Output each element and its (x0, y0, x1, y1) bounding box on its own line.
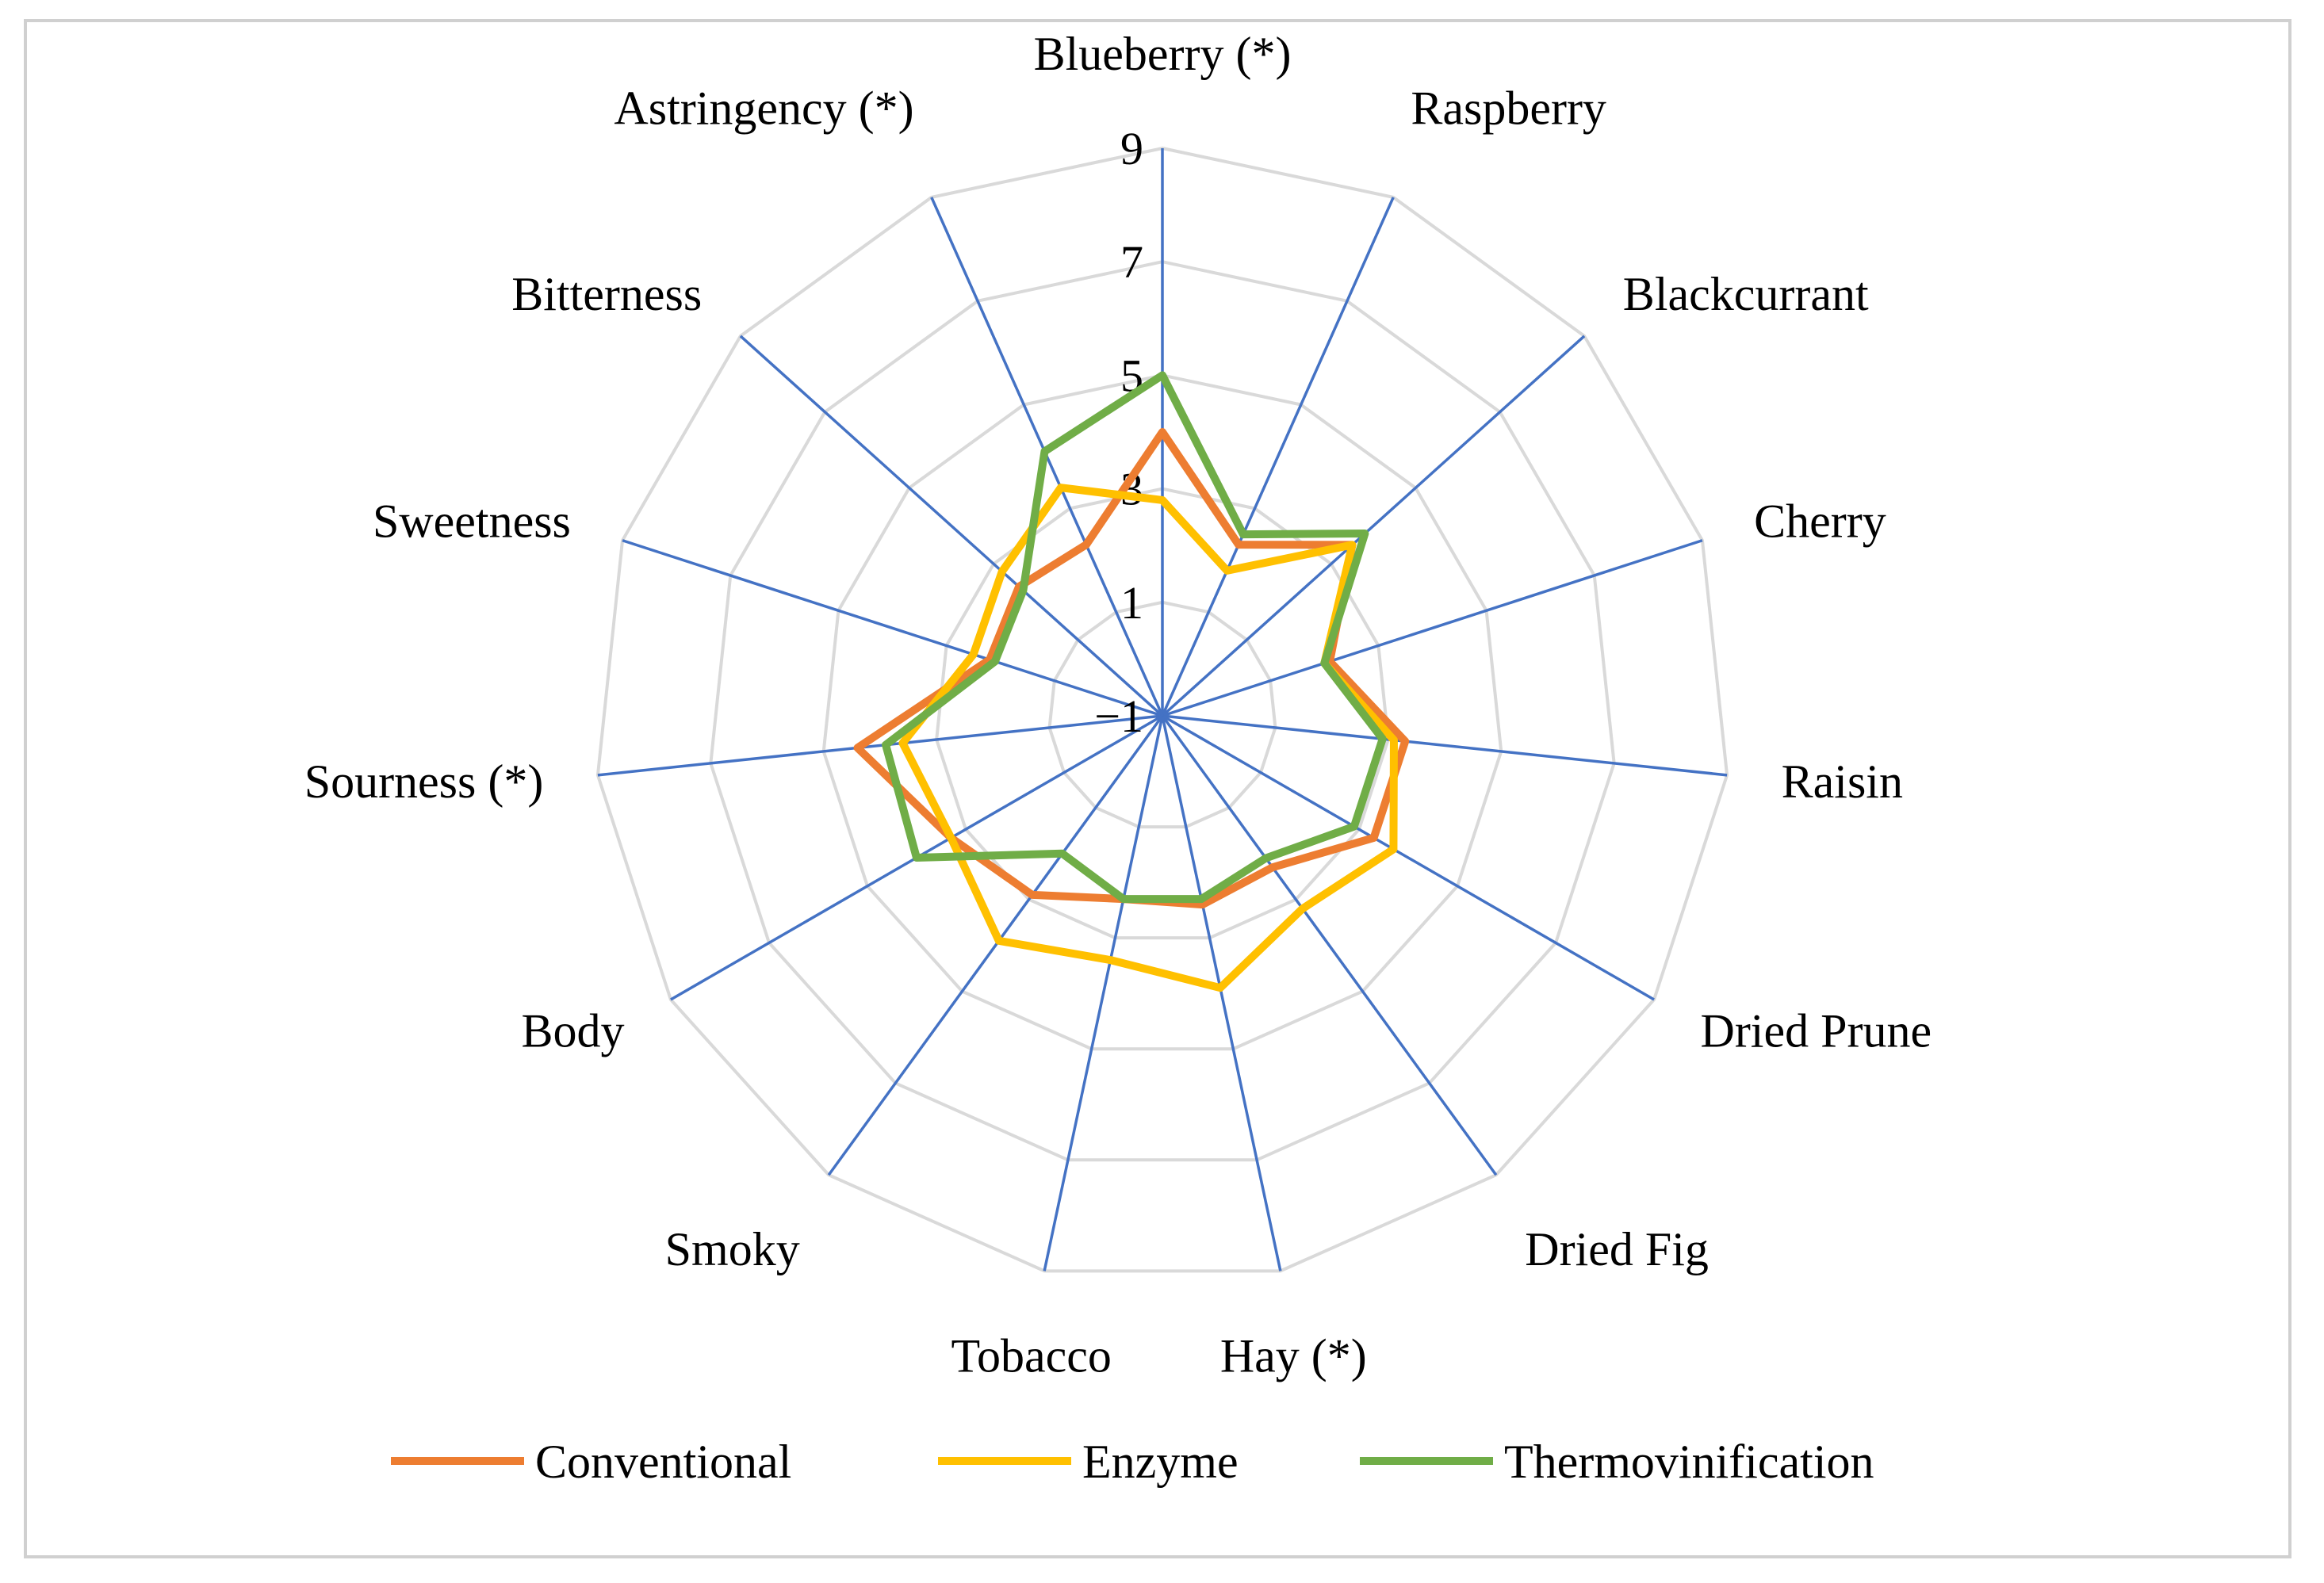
tick-label: 9 (1120, 123, 1143, 174)
axis-spoke-raisin (1162, 714, 1728, 777)
grid-ring (595, 146, 1729, 1273)
grid-layer (595, 146, 1729, 1273)
axis-label-smoky: Smoky (665, 1223, 800, 1275)
axis-label-sweetness: Sweetness (373, 495, 571, 547)
grid-ring (821, 373, 1503, 1051)
axis-spoke-tobacco (1043, 715, 1164, 1271)
axis-layer (597, 148, 1728, 1271)
grid-ring (1047, 600, 1277, 829)
series-layer (853, 371, 1410, 992)
axis-label-layer: Blueberry (*) Raspberry Blackcurrant Cherry… (304, 28, 1932, 1382)
axis-label-sourness: Sourness (*) (304, 755, 544, 808)
axis-label-dried-prune: Dried Prune (1700, 1005, 1932, 1057)
legend-label-thermovinification: Thermovinification (1504, 1436, 1874, 1488)
axis-spoke-sweetness (622, 539, 1163, 717)
axis-label-blueberry: Blueberry (*) (1034, 28, 1292, 80)
axis-spoke-raspberry (1161, 197, 1395, 717)
grid-ring (709, 260, 1616, 1162)
axis-label-raisin: Raisin (1782, 755, 1903, 808)
series-line-enzyme (898, 484, 1398, 992)
grid-ring (935, 487, 1390, 940)
axis-label-bitterness: Bitterness (511, 268, 702, 320)
series-line-thermovinification (882, 371, 1387, 904)
axis-label-hay: Hay (*) (1220, 1330, 1367, 1382)
axis-label-tobacco: Tobacco (951, 1330, 1112, 1382)
axis-label-body: Body (521, 1005, 624, 1057)
legend: Conventional Enzyme Thermovinification (391, 1436, 1874, 1488)
axis-spoke-blackcurrant (1161, 335, 1586, 717)
axis-label-astringency: Astringency (*) (614, 82, 913, 135)
legend-label-enzyme: Enzyme (1082, 1436, 1239, 1488)
tick-label: 1 (1120, 577, 1143, 629)
axis-spoke-hay (1161, 715, 1282, 1271)
legend-label-conventional: Conventional (535, 1436, 791, 1488)
axis-label-dried-fig: Dried Fig (1525, 1223, 1709, 1275)
axis-spoke-dried-prune (1162, 714, 1655, 1001)
chart-frame (24, 19, 2291, 1558)
axis-spoke-dried-fig (1161, 714, 1498, 1176)
tick-label: 7 (1120, 236, 1143, 288)
axis-spoke-smoky (827, 714, 1164, 1176)
axis-label-blackcurrant: Blackcurrant (1623, 268, 1869, 320)
axis-spoke-bitterness (739, 335, 1164, 717)
axis-spoke-cherry (1162, 539, 1703, 717)
axis-label-raspberry: Raspberry (1411, 82, 1606, 135)
axis-spoke-sourness (597, 714, 1163, 777)
tick-label: −1 (1094, 690, 1143, 742)
axis-label-cherry: Cherry (1754, 495, 1886, 547)
